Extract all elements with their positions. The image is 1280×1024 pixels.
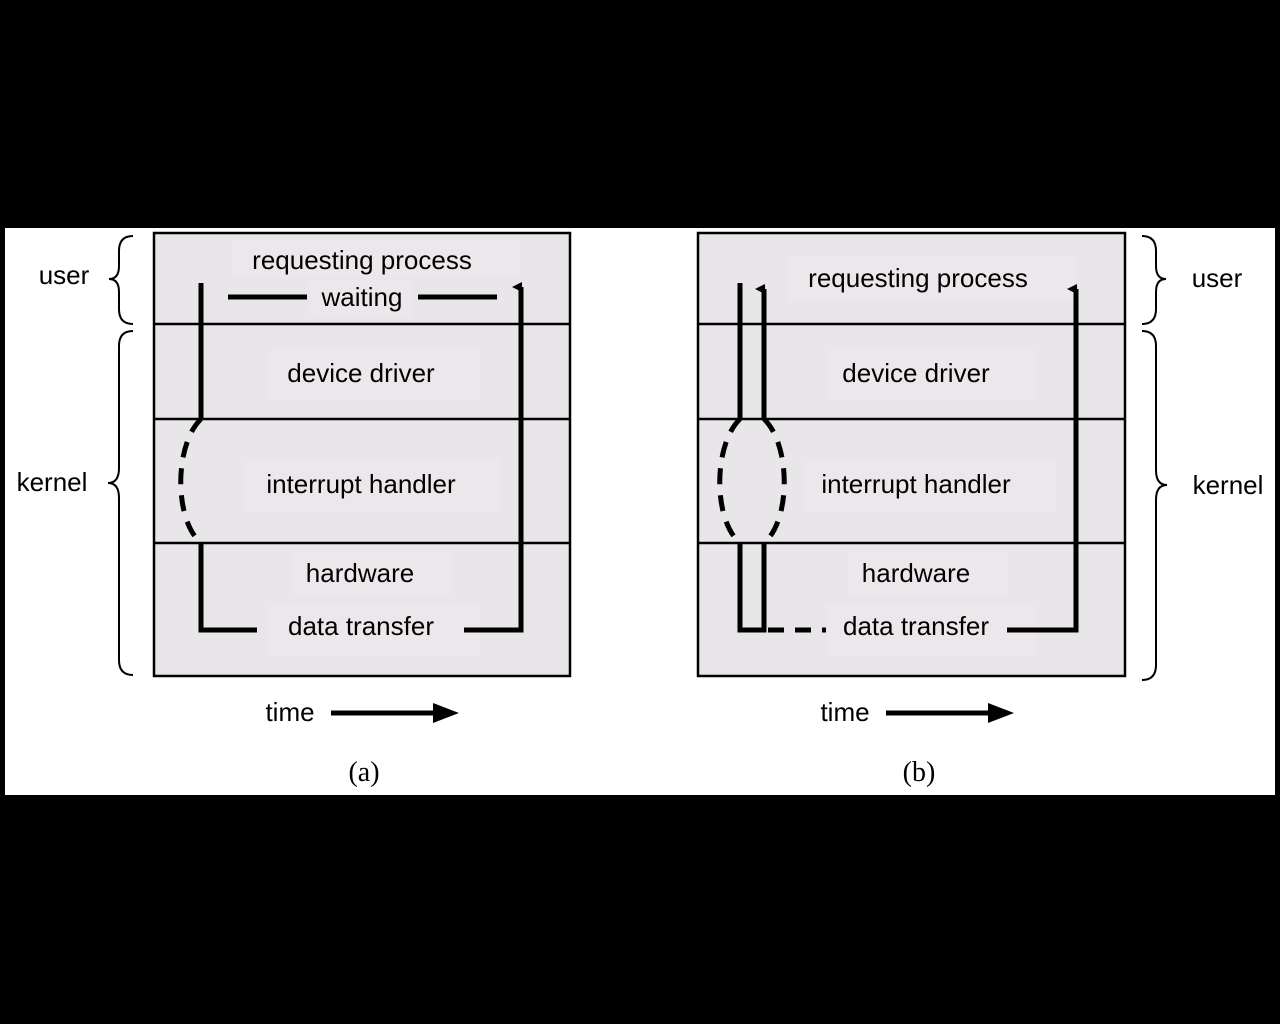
layer-data-transfer-a: data transfer [288,611,434,641]
label-bg [826,604,1036,656]
diagram-b-frame [696,231,1127,678]
label-bg [270,604,480,656]
brace-user-a [108,235,134,325]
label-bg [292,552,452,594]
layer-data-transfer-b: data transfer [843,611,989,641]
label-bg [246,458,500,512]
label-bg [270,350,480,400]
label-bg [802,458,1056,512]
layer-interrupt-handler-b: interrupt handler [821,469,1011,499]
label-bg [310,280,412,318]
label-bg [826,350,1036,400]
caption-a: (a) [348,757,379,788]
brace-kernel-b [1141,330,1168,681]
layer-waiting-a: waiting [321,282,403,312]
brace-label-user-a: user [39,260,90,290]
layer-hardware-b: hardware [862,558,970,588]
dashed-interrupt-flow-left-b [717,417,742,545]
layer-device-driver-a: device driver [287,358,435,388]
time-label-a: time [265,697,314,727]
label-bg [848,552,1008,594]
label-bg [788,256,1076,302]
dashed-interrupt-flow-a [178,417,203,545]
dashed-interrupt-flow-right-b [762,417,787,545]
flow-hardware-loop-b [737,543,767,633]
layer-requesting-process-b: requesting process [808,263,1028,293]
caption-b: (b) [903,757,936,788]
layer-requesting-process-a: requesting process [252,245,472,275]
brace-label-kernel-a: kernel [17,467,88,497]
label-bg [232,240,520,278]
diagram-b: requesting process device driver interru… [696,231,1264,788]
brace-label-user-b: user [1192,263,1243,293]
flow-hardware-return-arrow-a [464,282,524,633]
brace-user-b [1141,235,1167,325]
time-label-b: time [820,697,869,727]
layer-device-driver-b: device driver [842,358,990,388]
brace-kernel-a [107,330,134,676]
time-arrow-head-a [433,703,459,723]
flow-hardware-start-a [198,543,257,633]
layer-interrupt-handler-a: interrupt handler [266,469,456,499]
layer-hardware-a: hardware [306,558,414,588]
brace-label-kernel-b: kernel [1193,470,1264,500]
flow-hardware-return-arrow-b [1007,284,1079,633]
time-arrow-head-b [988,703,1014,723]
diagram-a: requesting process waiting device driver… [17,231,572,788]
